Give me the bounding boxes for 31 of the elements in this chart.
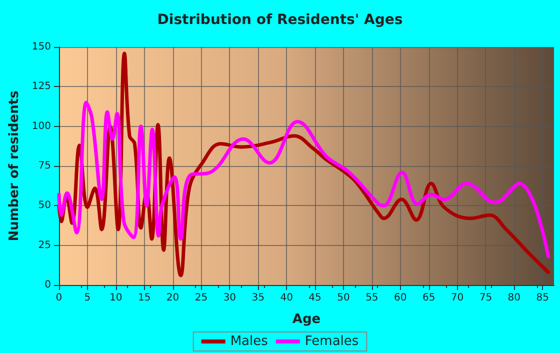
x-tick-label: 10 [110,292,122,304]
x-tick-label: 75 [479,292,492,304]
y-tick-label: 100 [32,120,51,132]
x-tick-label: 60 [394,292,407,304]
y-tick-label: 75 [38,160,51,172]
y-tick-label: 0 [44,280,51,290]
y-tick-label: 150 [32,42,51,52]
x-tick-label: 0 [56,292,62,304]
x-tick-label: 55 [366,292,378,304]
y-tick-label: 50 [38,200,51,212]
x-tick-label: 15 [138,292,151,304]
x-tick-label: 20 [166,292,180,304]
x-tick-label: 5 [84,292,91,304]
x-tick-label: 30 [223,292,236,304]
legend-label: Males [230,334,268,349]
chart-title: Distribution of Residents' Ages [157,12,403,28]
x-tick-label: 85 [536,292,549,304]
x-tick-label: 70 [450,292,464,304]
x-tick-label: 35 [252,292,264,304]
x-tick-label: 80 [508,292,521,304]
line-series [57,100,550,258]
legend-label: Females [304,334,359,349]
x-tick-label: 50 [337,292,350,304]
x-axis-title: Age [292,312,321,327]
x-tick-label: 65 [422,292,436,304]
y-tick-label: 25 [38,240,51,251]
x-tick-label: 25 [194,292,208,304]
x-tick-label: 40 [280,292,293,304]
y-axis-title: Number of residents [7,90,22,242]
y-tick-label: 125 [32,81,51,92]
x-tick-label: 45 [308,292,322,304]
